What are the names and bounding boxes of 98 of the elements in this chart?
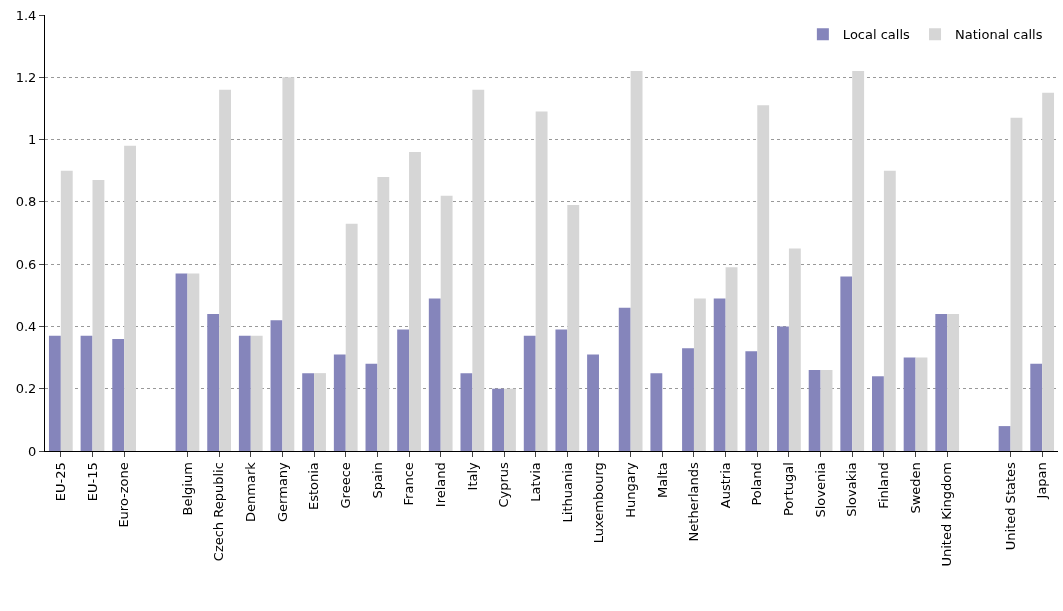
bar — [187, 273, 200, 451]
x-tick-label: Sweden — [907, 462, 923, 514]
x-tick-label: Greece — [337, 462, 353, 509]
bar — [1030, 363, 1043, 451]
bar — [80, 335, 93, 451]
bar — [808, 370, 821, 451]
bar — [567, 204, 580, 451]
x-tick-label: Ireland — [432, 462, 448, 508]
x-tick-label: Netherlands — [686, 461, 702, 542]
x-tick-label: Latvia — [527, 462, 543, 502]
x-tick-label: Portugal — [781, 462, 797, 517]
bar — [270, 320, 283, 451]
x-tick-label: Malta — [654, 462, 670, 499]
x-tick-label: Japan — [1034, 462, 1050, 500]
x-tick-label: Hungary — [622, 461, 638, 518]
bar — [650, 373, 663, 451]
legend-label: Local calls — [842, 27, 911, 43]
bar — [725, 267, 738, 451]
bar — [440, 195, 453, 451]
x-tick-label: Belgium — [179, 462, 195, 516]
y-tick-label: 0 — [28, 443, 37, 459]
bar — [820, 370, 833, 451]
bar — [757, 105, 770, 451]
bar — [314, 373, 326, 451]
x-tick-label: Czech Republic — [211, 462, 227, 562]
bar — [92, 180, 105, 451]
bar — [302, 373, 315, 451]
x-tick-label: Italy — [464, 461, 480, 491]
bar — [365, 363, 378, 451]
bar — [250, 335, 263, 451]
bar — [872, 376, 884, 451]
x-tick-label: Slovakia — [844, 462, 860, 517]
bar — [124, 145, 137, 451]
y-tick-label: 0.8 — [15, 194, 37, 210]
bar — [207, 313, 220, 451]
x-tick-label: Lithuania — [559, 462, 575, 523]
bar — [630, 71, 643, 451]
bar — [1042, 92, 1055, 451]
x-tick-label: United Kingdom — [939, 462, 955, 567]
y-tick-label: 0.6 — [15, 256, 37, 272]
bar — [112, 338, 125, 451]
bar — [492, 388, 505, 451]
y-tick-label: 1 — [28, 132, 37, 148]
x-tick-label: Slovenia — [812, 462, 828, 518]
bar — [998, 426, 1011, 451]
y-tick-label: 0.4 — [15, 318, 37, 334]
bar — [693, 298, 706, 451]
bar — [333, 354, 346, 451]
x-tick-label: United States — [1002, 461, 1018, 551]
bar — [428, 298, 441, 451]
x-tick-label: Austria — [717, 462, 733, 509]
y-tick-label: 1.2 — [15, 69, 37, 85]
x-tick-label: France — [401, 462, 417, 506]
bar — [587, 354, 599, 451]
bar — [175, 273, 188, 451]
x-tick-label: EU-25 — [53, 462, 69, 502]
legend-label: National calls — [955, 27, 1043, 43]
x-tick-label: Cyprus — [496, 461, 512, 508]
bar — [903, 357, 916, 451]
bar — [777, 326, 789, 451]
bar — [345, 223, 358, 451]
x-tick-label: Poland — [749, 462, 765, 506]
bar — [935, 313, 948, 451]
y-tick-label: 1.4 — [15, 7, 37, 23]
bar — [883, 170, 896, 451]
bar — [504, 388, 516, 451]
bar — [1010, 117, 1023, 451]
bar — [947, 313, 960, 451]
bar — [682, 348, 694, 451]
bar — [555, 329, 568, 451]
bar — [460, 373, 473, 451]
bar — [852, 71, 865, 451]
bar — [282, 77, 295, 451]
bar — [618, 307, 631, 451]
bar — [523, 335, 536, 451]
bar — [713, 298, 726, 451]
x-tick-label: EU-15 — [84, 462, 100, 502]
bar — [238, 335, 251, 451]
bar — [745, 351, 758, 451]
bar — [788, 248, 801, 451]
x-tick-label: Estonia — [306, 462, 322, 511]
bar — [535, 111, 548, 451]
bar — [60, 170, 73, 451]
bar — [397, 329, 410, 451]
x-tick-label: Spain — [369, 462, 385, 499]
bar — [472, 89, 485, 451]
bar — [48, 335, 61, 451]
x-tick-label: Luxembourg — [591, 462, 607, 544]
bar — [840, 276, 853, 451]
y-tick-label: 0.2 — [15, 381, 37, 397]
bar — [409, 152, 421, 451]
bar — [219, 89, 231, 451]
x-tick-label: Finland — [876, 462, 892, 509]
bar — [915, 357, 928, 451]
x-tick-label: Denmark — [243, 461, 258, 522]
x-tick-label: Euro-zone — [116, 462, 132, 528]
x-tick-label: Germany — [274, 461, 290, 522]
bar — [377, 176, 390, 451]
